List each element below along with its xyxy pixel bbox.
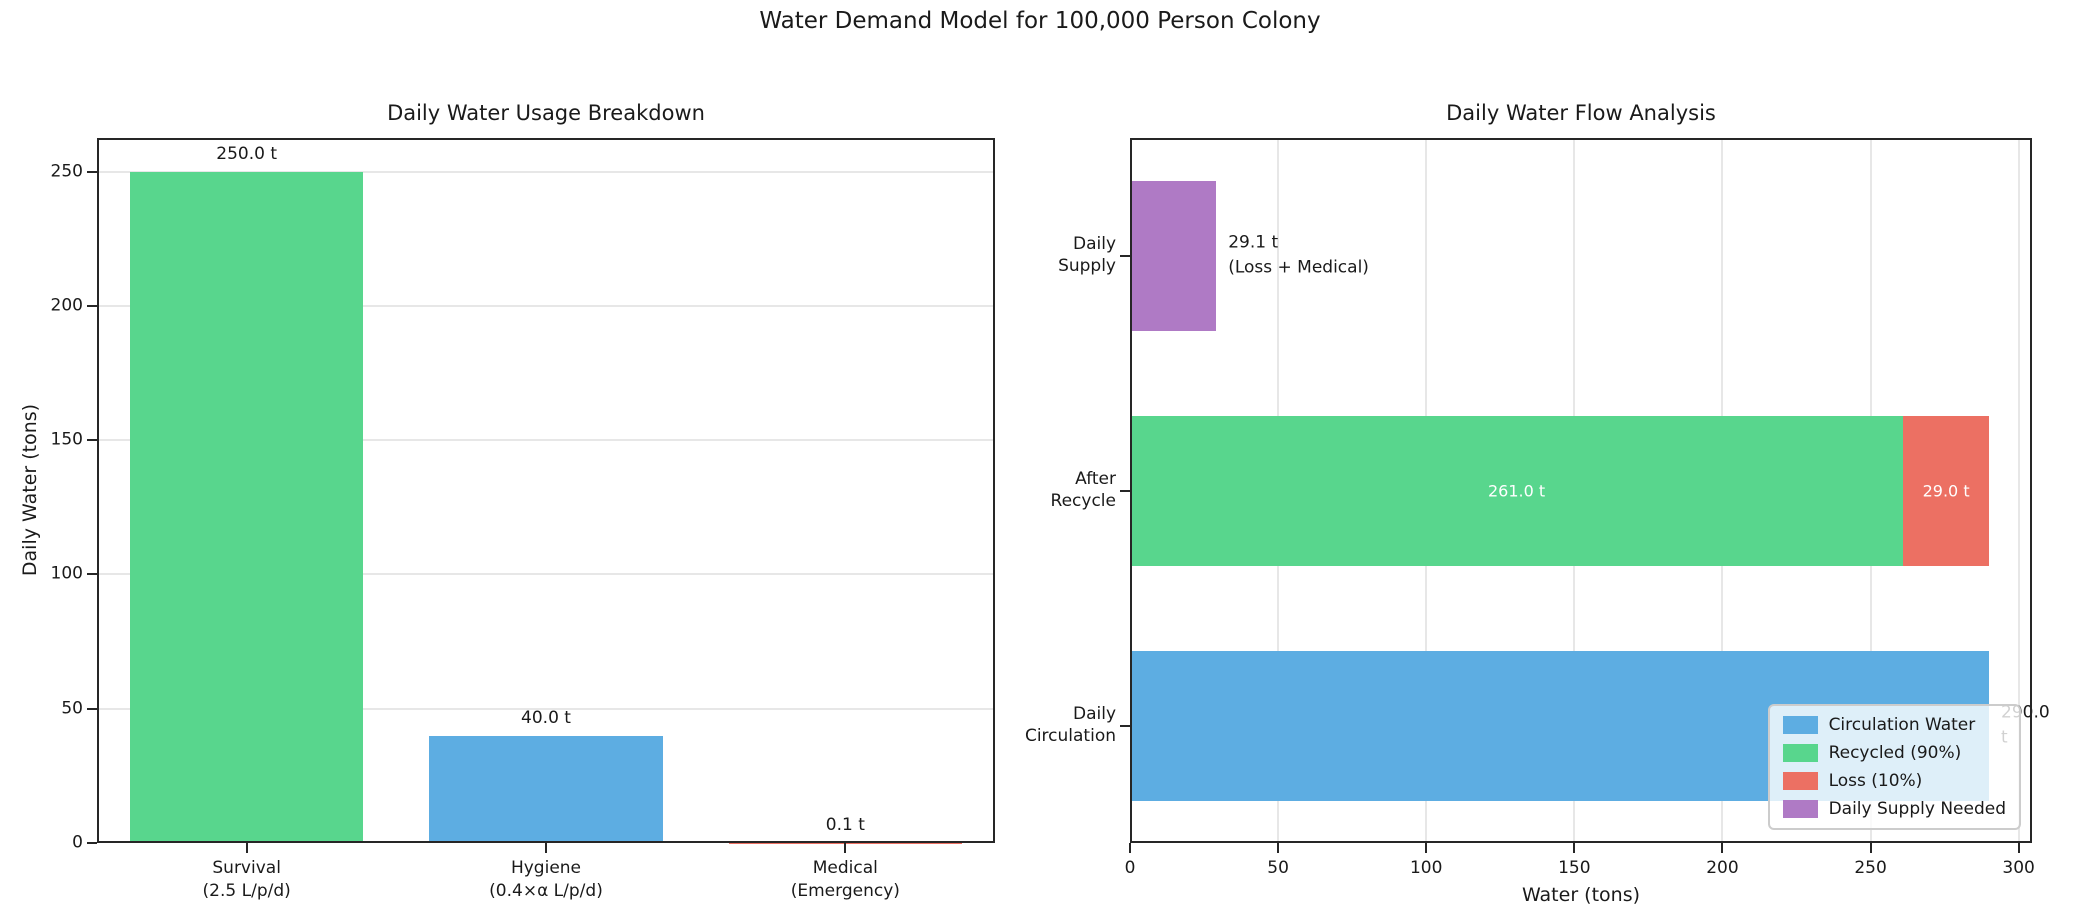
- y-tick-label: Daily Supply: [1058, 233, 1116, 277]
- left-y-axis-label: Daily Water (tons): [19, 403, 41, 577]
- gridline: [2017, 138, 2020, 843]
- bar-hygiene: [429, 735, 663, 843]
- x-tick-label: Hygiene (0.4×α L/p/d): [489, 858, 603, 901]
- legend: Circulation Water Recycled (90%) Loss (10%…: [1767, 704, 2021, 830]
- y-tick-mark: [87, 304, 97, 307]
- y-tick-mark: [87, 573, 97, 576]
- x-tick-label: 300: [2002, 858, 2035, 878]
- x-tick-mark: [2017, 843, 2020, 853]
- bar-segment-purple: [1130, 180, 1217, 331]
- x-tick-mark: [545, 843, 547, 853]
- y-tick-mark: [1120, 724, 1130, 727]
- y-tick-label: After Recycle: [1050, 468, 1116, 512]
- right-x-axis-label: Water (tons): [1521, 884, 1641, 906]
- x-tick-mark: [245, 843, 248, 853]
- bar-value-label: 0.1 t: [825, 814, 865, 835]
- x-tick-mark: [1721, 843, 1724, 853]
- gridline: [97, 170, 995, 173]
- y-tick-label: 0: [72, 832, 83, 853]
- y-tick-label: 150: [50, 429, 83, 450]
- y-tick-mark: [87, 842, 97, 844]
- x-tick-mark: [1277, 843, 1280, 853]
- green-swatch-icon: [1782, 744, 1818, 762]
- legend-label: Recycled (90%): [1828, 743, 1962, 763]
- right-plot-area: 0 50 100 150 200 250 300 Daily Supply 29.1 t (Lo…: [1025, 138, 2050, 878]
- figure-title: Water Demand Model for 100,000 Person Co…: [759, 8, 1321, 34]
- legend-label: Daily Supply Needed: [1828, 799, 2006, 819]
- bar-value-label: 40.0 t: [521, 707, 571, 728]
- y-tick-label: Daily Circulation: [1024, 703, 1116, 747]
- purple-swatch-icon: [1782, 800, 1818, 818]
- x-tick-label: Survival (2.5 L/p/d): [202, 858, 291, 901]
- legend-label: Loss (10%): [1828, 771, 1923, 791]
- x-tick-mark: [1129, 843, 1131, 853]
- x-tick-label: 0: [1124, 858, 1136, 878]
- legend-item: Daily Supply Needed: [1782, 799, 2006, 819]
- bar-segment-red: [1903, 415, 1990, 566]
- y-tick-label: 50: [61, 698, 83, 719]
- y-tick-label: 200: [50, 295, 83, 316]
- x-tick-label: 200: [1706, 858, 1739, 878]
- y-tick-mark: [1120, 489, 1130, 492]
- red-swatch-icon: [1782, 772, 1818, 790]
- y-tick-mark: [87, 439, 97, 442]
- gridline: [97, 573, 995, 576]
- gridline: [97, 304, 995, 307]
- legend-item: Recycled (90%): [1782, 743, 2006, 763]
- y-tick-label: 100: [50, 563, 83, 584]
- x-tick-mark: [1573, 843, 1576, 853]
- legend-label: Circulation Water: [1828, 715, 1976, 735]
- x-tick-label: 50: [1267, 858, 1289, 878]
- left-plot-title: Daily Water Usage Breakdown: [387, 101, 705, 125]
- segment-value-label: 29.0 t: [1922, 481, 1970, 500]
- y-tick-mark: [1120, 254, 1130, 257]
- bar-survival: [129, 171, 364, 843]
- x-tick-label: 250: [1854, 858, 1887, 878]
- y-tick-mark: [87, 707, 97, 710]
- bar-annotation: 29.1 t (Loss + Medical): [1228, 232, 1369, 278]
- legend-item: Circulation Water: [1782, 715, 2006, 735]
- x-tick-label: Medical (Emergency): [790, 858, 900, 901]
- bar-value-label: 250.0 t: [216, 143, 278, 164]
- segment-value-label: 261.0 t: [1487, 481, 1546, 500]
- gridline: [97, 439, 995, 442]
- gridline: [97, 707, 995, 710]
- x-tick-label: 100: [1409, 858, 1443, 878]
- bar-segment-green: [1130, 415, 1904, 566]
- x-tick-mark: [844, 843, 847, 853]
- y-tick-mark: [87, 170, 97, 173]
- x-tick-mark: [1425, 843, 1428, 853]
- right-plot-title: Daily Water Flow Analysis: [1446, 101, 1716, 125]
- blue-swatch-icon: [1782, 716, 1818, 734]
- x-tick-mark: [1869, 843, 1872, 853]
- legend-item: Loss (10%): [1782, 771, 2006, 791]
- left-plot-area: 0 50 100 150 200 250 250.0 t Survival (2.5 L/p/…: [51, 138, 995, 901]
- y-tick-label: 250: [50, 161, 83, 182]
- x-tick-label: 150: [1558, 858, 1591, 878]
